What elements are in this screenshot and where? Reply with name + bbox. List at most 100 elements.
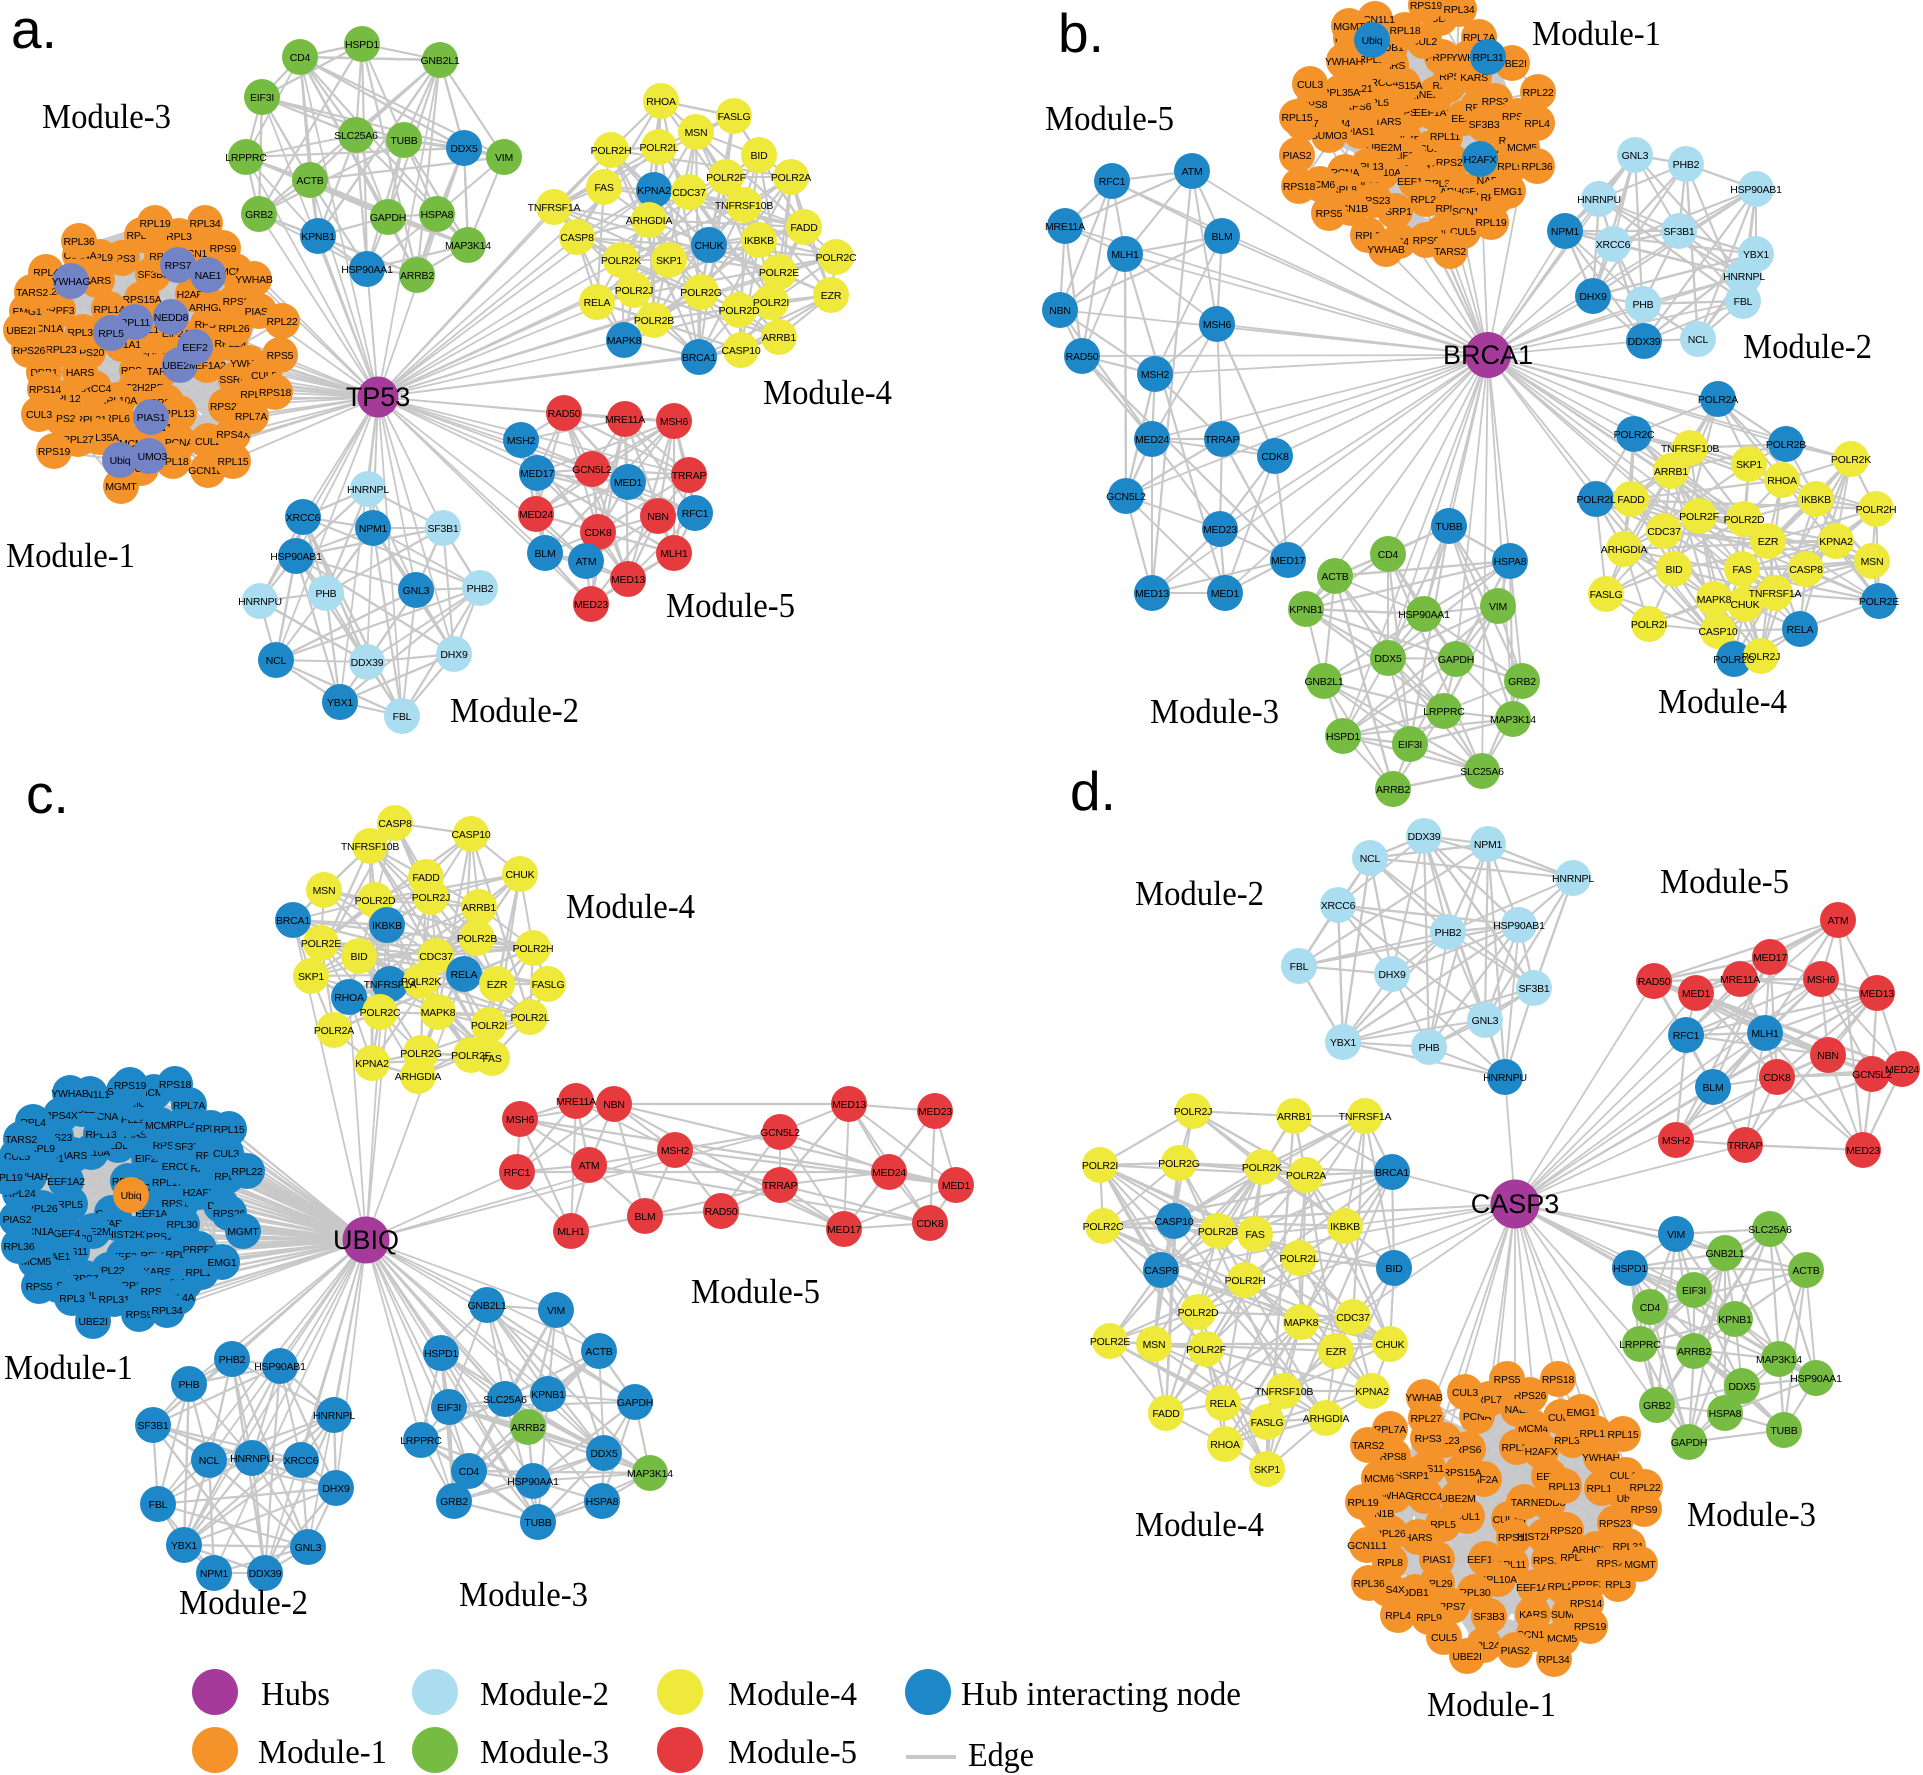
svg-text:CDK8: CDK8	[916, 1218, 944, 1230]
svg-text:MSH6: MSH6	[660, 416, 689, 428]
svg-text:RPL15: RPL15	[1281, 112, 1312, 124]
svg-text:MED23: MED23	[1203, 524, 1237, 536]
svg-text:CDK8: CDK8	[1261, 451, 1289, 463]
svg-text:POLR2C: POLR2C	[360, 1007, 401, 1019]
svg-text:POLR2J: POLR2J	[412, 892, 450, 904]
svg-text:RPL22: RPL22	[266, 316, 297, 328]
svg-text:RFC1: RFC1	[682, 508, 709, 520]
svg-text:EEF1A2: EEF1A2	[47, 1176, 85, 1188]
svg-text:LRPPRC: LRPPRC	[400, 1435, 442, 1447]
svg-text:EMG1: EMG1	[1494, 186, 1523, 198]
svg-text:YWHAB: YWHAB	[1367, 244, 1405, 256]
svg-text:IKBKB: IKBKB	[744, 235, 774, 247]
svg-text:NPM1: NPM1	[359, 523, 388, 535]
svg-text:RPL30: RPL30	[166, 1219, 197, 1231]
svg-text:MED17: MED17	[520, 468, 554, 480]
svg-text:TARS2: TARS2	[1434, 246, 1466, 258]
svg-text:NBN: NBN	[647, 511, 669, 523]
svg-text:RPL15: RPL15	[217, 456, 248, 468]
svg-text:ARRB1: ARRB1	[1654, 466, 1688, 478]
svg-text:KPNA2: KPNA2	[1819, 536, 1853, 548]
svg-text:RHOA: RHOA	[1767, 475, 1797, 487]
svg-text:MED13: MED13	[1135, 588, 1169, 600]
svg-text:RPL7A: RPL7A	[235, 411, 267, 423]
svg-text:SLC25A6: SLC25A6	[483, 1394, 527, 1406]
svg-text:GNB2L1: GNB2L1	[420, 55, 459, 67]
svg-text:MLH1: MLH1	[557, 1226, 585, 1238]
svg-text:CHUK: CHUK	[1731, 599, 1760, 611]
svg-text:CASP8: CASP8	[1789, 564, 1823, 576]
svg-text:MRE11A: MRE11A	[605, 414, 645, 426]
svg-text:HNRNPL: HNRNPL	[347, 484, 389, 496]
svg-text:GRB2: GRB2	[1508, 676, 1536, 688]
svg-text:UBE2I: UBE2I	[78, 1316, 107, 1328]
svg-text:MSN: MSN	[1861, 556, 1884, 568]
svg-text:VIM: VIM	[1489, 601, 1507, 613]
svg-text:CDC37: CDC37	[419, 951, 453, 963]
svg-text:GAPDH: GAPDH	[1438, 654, 1474, 666]
svg-text:POLR2K: POLR2K	[401, 976, 441, 988]
svg-text:MRE11A: MRE11A	[556, 1096, 596, 1108]
svg-text:MED1: MED1	[1211, 588, 1240, 600]
svg-text:CD4: CD4	[1378, 549, 1399, 561]
svg-text:RPS19: RPS19	[114, 1080, 147, 1092]
svg-text:ACTB: ACTB	[296, 175, 323, 187]
svg-text:EMG1: EMG1	[208, 1257, 237, 1269]
svg-text:MED17: MED17	[827, 1224, 861, 1236]
svg-text:TARS2: TARS2	[16, 287, 48, 299]
svg-text:POLR2E: POLR2E	[1859, 596, 1899, 608]
svg-text:RELA: RELA	[584, 297, 611, 309]
svg-text:KPNA2: KPNA2	[637, 185, 671, 197]
svg-text:ARHGDIA: ARHGDIA	[626, 215, 673, 227]
svg-text:PIAS1: PIAS1	[137, 412, 166, 424]
svg-text:MED17: MED17	[1271, 555, 1305, 567]
svg-text:FAS: FAS	[1732, 564, 1751, 576]
svg-text:FBL: FBL	[1734, 296, 1753, 308]
svg-text:TNFRSF10B: TNFRSF10B	[715, 200, 773, 212]
svg-text:NBN: NBN	[603, 1099, 625, 1111]
svg-text:TUBB: TUBB	[1435, 521, 1462, 533]
svg-text:LRPPRC: LRPPRC	[225, 152, 267, 164]
svg-text:HSP90AB1: HSP90AB1	[1730, 184, 1782, 196]
svg-text:POLR2B: POLR2B	[457, 933, 497, 945]
svg-text:MGMT: MGMT	[227, 1226, 259, 1238]
svg-text:POLR2D: POLR2D	[355, 895, 396, 907]
svg-text:PIAS2: PIAS2	[3, 1214, 32, 1226]
svg-text:SF3B1: SF3B1	[1663, 226, 1694, 238]
svg-text:CASP10: CASP10	[451, 829, 490, 841]
svg-text:RPL27: RPL27	[62, 434, 93, 446]
svg-text:RFC1: RFC1	[504, 1167, 531, 1179]
svg-text:MSN: MSN	[313, 885, 336, 897]
svg-text:ATM: ATM	[576, 556, 597, 568]
svg-text:MED24: MED24	[872, 1167, 906, 1179]
svg-text:HSPD1: HSPD1	[1326, 731, 1360, 743]
svg-text:H2AFX: H2AFX	[1464, 154, 1497, 166]
svg-text:BRCA1: BRCA1	[682, 352, 716, 364]
svg-text:RPL23: RPL23	[45, 344, 76, 356]
svg-text:NCL: NCL	[266, 655, 287, 667]
svg-text:FAS: FAS	[594, 182, 613, 194]
svg-text:POLR2G: POLR2G	[680, 287, 721, 299]
svg-text:XRCC6: XRCC6	[286, 512, 321, 524]
svg-text:NAE1: NAE1	[195, 270, 222, 282]
svg-text:BLM: BLM	[535, 548, 556, 560]
svg-text:YBX1: YBX1	[1743, 249, 1769, 261]
svg-text:SKP1: SKP1	[298, 971, 324, 983]
svg-text:VIM: VIM	[495, 152, 513, 164]
svg-text:MED23: MED23	[574, 599, 608, 611]
svg-text:TNFRSF10B: TNFRSF10B	[341, 841, 399, 853]
svg-text:TRRAP: TRRAP	[672, 470, 707, 482]
svg-text:MED24: MED24	[519, 509, 553, 521]
svg-text:KPNB1: KPNB1	[301, 231, 335, 243]
svg-text:HSP90AA1: HSP90AA1	[341, 264, 393, 276]
svg-text:POLR2A: POLR2A	[314, 1025, 354, 1037]
svg-text:RPS4X: RPS4X	[216, 429, 250, 441]
svg-text:EZR: EZR	[821, 290, 842, 302]
svg-text:HSPD1: HSPD1	[424, 1348, 458, 1360]
svg-text:POLR2L: POLR2L	[1576, 494, 1615, 506]
svg-text:YBX1: YBX1	[327, 697, 353, 709]
svg-text:NBN: NBN	[1049, 305, 1071, 317]
svg-text:HNRNPU: HNRNPU	[230, 1453, 274, 1465]
svg-text:POLR2A: POLR2A	[1698, 394, 1738, 406]
svg-text:CASP8: CASP8	[560, 232, 594, 244]
